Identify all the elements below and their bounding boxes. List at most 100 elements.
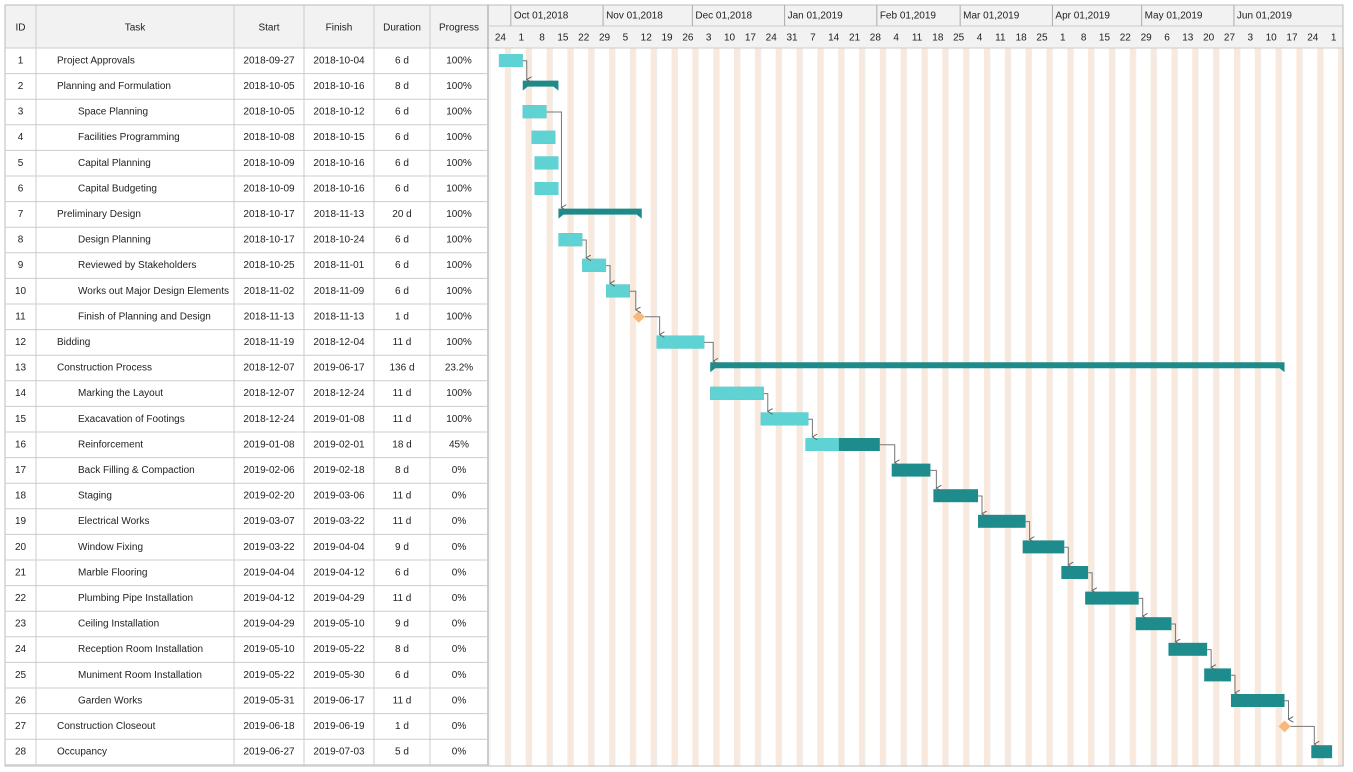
week-label: 11 xyxy=(995,33,1006,44)
cell: 2019-03-22 xyxy=(313,516,365,527)
week-label: 19 xyxy=(661,33,673,44)
week-label: 10 xyxy=(724,33,736,44)
cell: 26 xyxy=(15,695,27,706)
cell: 2019-03-22 xyxy=(243,542,295,553)
task-name: Construction Process xyxy=(57,363,152,374)
weekend-stripe xyxy=(504,48,511,766)
cell: 2019-02-01 xyxy=(313,439,365,450)
week-label: 17 xyxy=(1286,33,1298,44)
weekend-stripe xyxy=(629,48,636,766)
cell: 100% xyxy=(446,260,472,271)
progress-bar xyxy=(498,54,523,67)
weekend-stripe xyxy=(921,48,928,766)
week-label: 21 xyxy=(849,33,861,44)
weekend-stripe xyxy=(1088,48,1095,766)
week-label: 25 xyxy=(953,33,965,44)
cell: 6 d xyxy=(395,670,409,681)
weekend-stripe xyxy=(942,48,949,766)
month-label: Nov 01,2018 xyxy=(606,11,663,22)
cell: 2018-12-07 xyxy=(243,363,295,374)
cell: 19 xyxy=(15,516,27,527)
cell: 2018-10-12 xyxy=(313,107,365,118)
cell: 2019-05-10 xyxy=(243,644,295,655)
weekend-stripe xyxy=(983,48,990,766)
cell: 100% xyxy=(446,235,472,246)
cell: 28 xyxy=(15,747,27,758)
task-bar xyxy=(978,514,1026,528)
week-label: 13 xyxy=(1182,33,1194,44)
cell: 2019-04-04 xyxy=(243,567,295,578)
cell: 2018-12-07 xyxy=(243,388,295,399)
cell: 2018-10-08 xyxy=(243,132,295,143)
month-label: Jun 01,2019 xyxy=(1237,11,1292,22)
cell: 2018-11-19 xyxy=(244,337,295,348)
cell: 0% xyxy=(452,747,467,758)
cell: 23.2% xyxy=(445,363,473,374)
month-label: Oct 01,2018 xyxy=(514,11,569,22)
dependency-arrow xyxy=(1284,700,1289,720)
cell: 2018-11-02 xyxy=(244,286,295,297)
cell: 2018-10-17 xyxy=(243,235,295,246)
cell: 2019-05-10 xyxy=(313,619,365,630)
dependency-arrow xyxy=(1064,546,1068,565)
cell: 0% xyxy=(452,644,467,655)
week-label: 8 xyxy=(539,33,545,44)
cell: 0% xyxy=(452,593,467,604)
cell: 100% xyxy=(446,55,472,66)
cell: 100% xyxy=(446,286,472,297)
task-bar xyxy=(1168,642,1208,656)
week-label: 31 xyxy=(786,33,798,44)
dependency-arrow xyxy=(930,469,936,488)
cell: 4 xyxy=(18,132,24,143)
progress-bar xyxy=(656,335,705,349)
task-name: Window Fixing xyxy=(78,542,143,553)
week-label: 1 xyxy=(518,33,524,44)
cell: 1 d xyxy=(395,721,409,732)
weekend-stripe xyxy=(754,48,761,766)
dependency-arrow xyxy=(606,265,610,284)
cell: 2018-10-09 xyxy=(243,158,295,169)
week-label: 5 xyxy=(623,33,629,44)
milestone xyxy=(1278,720,1291,733)
week-label: 25 xyxy=(1036,33,1048,44)
task-name: Finish of Planning and Design xyxy=(78,311,211,322)
weekend-stripe xyxy=(609,48,615,766)
frame xyxy=(4,4,1344,767)
cell: 2018-10-24 xyxy=(313,235,365,246)
week-label: 3 xyxy=(1248,33,1254,44)
column-header: Progress xyxy=(439,23,479,34)
weekend-stripe xyxy=(692,48,699,766)
weekend-stripe xyxy=(858,48,865,766)
column-header: Task xyxy=(125,23,147,34)
cell: 100% xyxy=(446,183,472,194)
weekend-stripe xyxy=(1171,48,1178,766)
column-header: Start xyxy=(258,23,279,34)
cell: 8 d xyxy=(395,81,409,92)
task-name: Muniment Room Installation xyxy=(78,670,202,681)
week-label: 8 xyxy=(1081,33,1087,44)
dependency-arrow xyxy=(1171,623,1175,642)
progress-bar xyxy=(582,258,607,272)
weekend-stripe xyxy=(734,48,740,766)
cell: 2018-10-16 xyxy=(313,81,365,92)
week-label: 7 xyxy=(810,33,816,44)
cell: 2019-04-12 xyxy=(313,567,365,578)
dependency-arrow xyxy=(522,60,527,80)
task-bar xyxy=(1311,745,1333,759)
cell: 11 d xyxy=(393,593,412,604)
dependency-arrow xyxy=(879,444,895,463)
dependency-arrow xyxy=(629,290,636,310)
dependency-arrow xyxy=(582,239,586,258)
task-name: Plumbing Pipe Installation xyxy=(78,593,193,604)
cell: 18 xyxy=(15,491,27,502)
week-label: 3 xyxy=(706,33,712,44)
month-label: May 01,2019 xyxy=(1145,11,1203,22)
cell: 18 d xyxy=(392,439,411,450)
cell: 2019-03-06 xyxy=(313,491,365,502)
cell: 9 d xyxy=(395,619,409,630)
weekend-stripe xyxy=(650,48,657,766)
cell: 2019-05-30 xyxy=(313,670,365,681)
weekend-stripe xyxy=(588,48,595,766)
week-label: 14 xyxy=(828,33,840,44)
cell: 9 xyxy=(18,260,24,271)
